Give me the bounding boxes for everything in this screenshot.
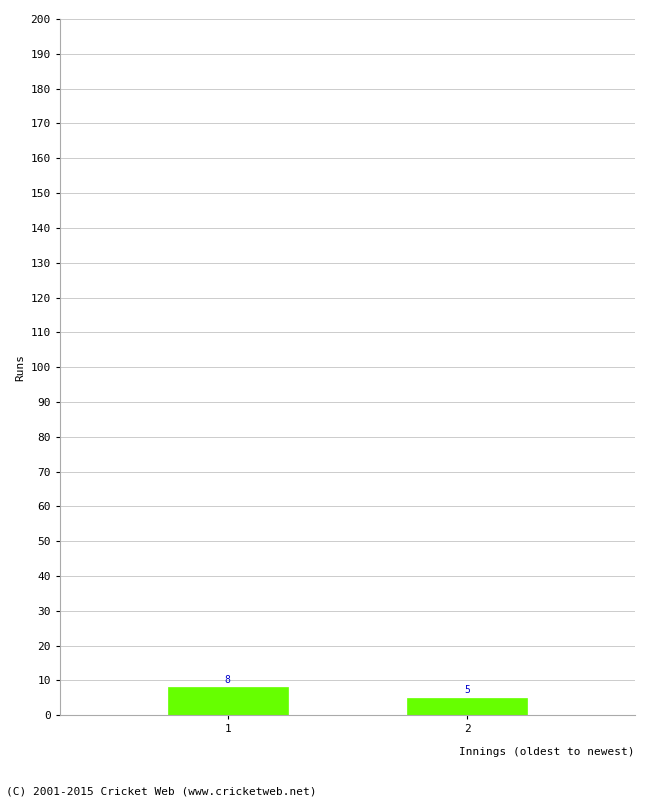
- Text: (C) 2001-2015 Cricket Web (www.cricketweb.net): (C) 2001-2015 Cricket Web (www.cricketwe…: [6, 786, 317, 796]
- Text: 8: 8: [225, 674, 231, 685]
- Bar: [408, 698, 527, 715]
- Y-axis label: Runs: Runs: [15, 354, 25, 381]
- Text: 5: 5: [464, 685, 470, 695]
- Text: Innings (oldest to newest): Innings (oldest to newest): [460, 746, 635, 757]
- Bar: [168, 687, 287, 715]
